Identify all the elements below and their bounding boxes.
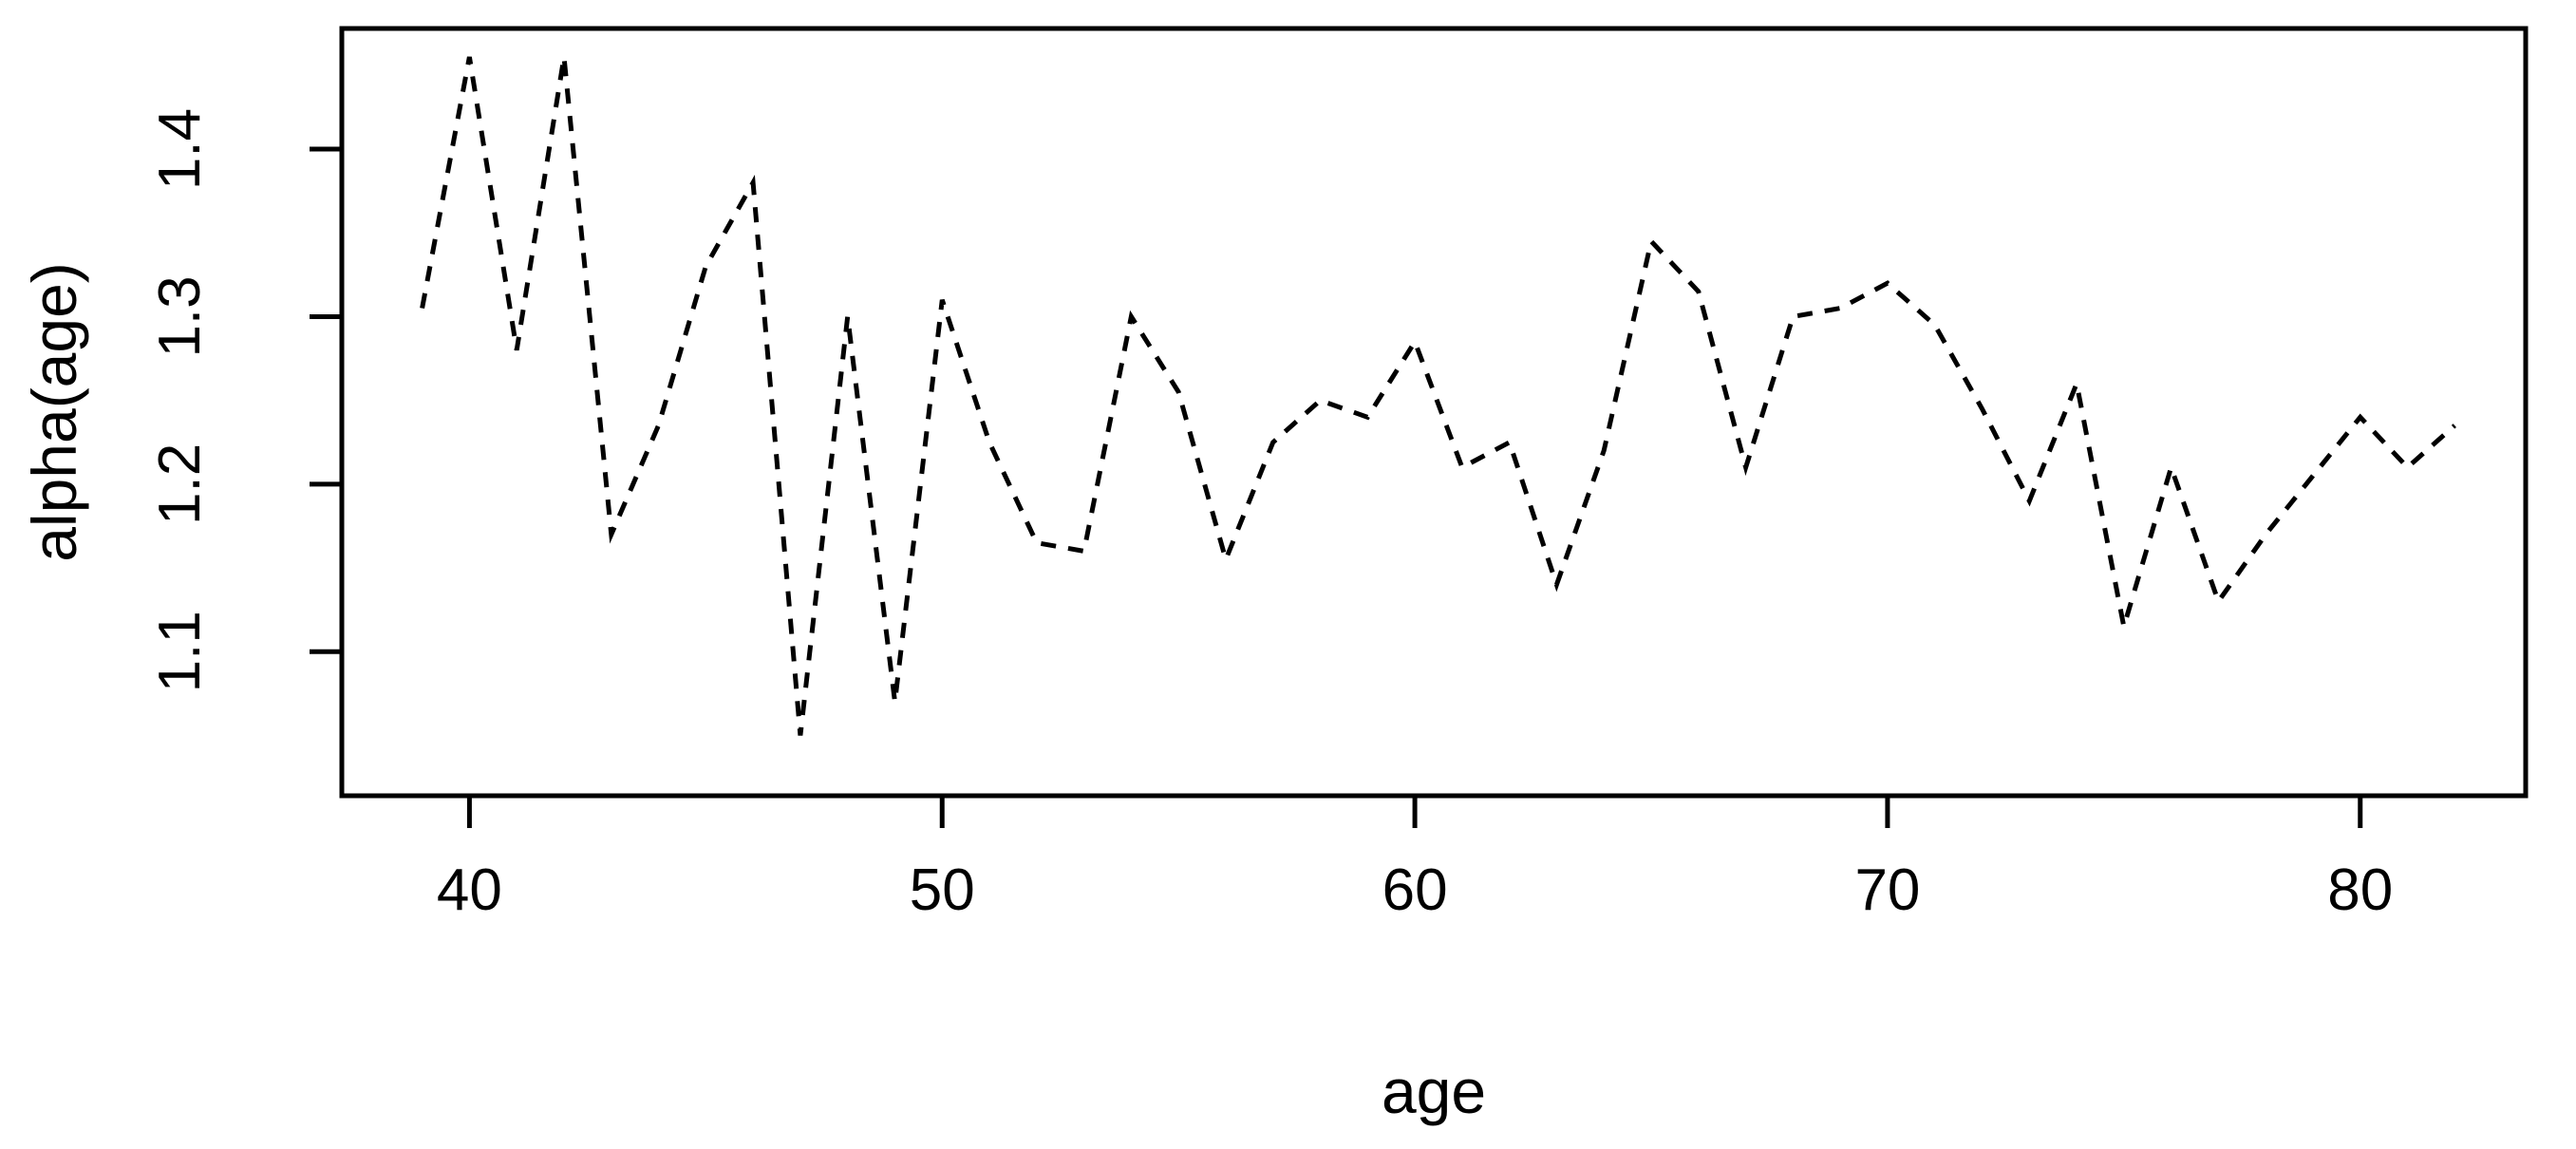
y-tick-label: 1.2 bbox=[147, 443, 213, 525]
x-axis-title: age bbox=[1382, 1056, 1486, 1126]
x-tick-label: 40 bbox=[437, 857, 502, 923]
dashed-data-line bbox=[420, 56, 2456, 736]
y-axis-ticks: 1.1 1.2 1.3 1.4 bbox=[147, 108, 342, 692]
y-tick-label: 1.3 bbox=[147, 275, 213, 357]
x-tick-label: 70 bbox=[1854, 857, 1920, 923]
y-tick-label: 1.1 bbox=[147, 611, 213, 692]
plot-box bbox=[339, 26, 2529, 799]
y-axis-title: alpha(age) bbox=[19, 262, 89, 562]
x-axis-ticks: 40 50 60 70 80 bbox=[437, 796, 2393, 923]
x-tick-label: 60 bbox=[1382, 857, 1448, 923]
y-tick-label: 1.4 bbox=[147, 108, 213, 190]
x-tick-label: 50 bbox=[910, 857, 975, 923]
x-tick-label: 80 bbox=[2327, 857, 2393, 923]
